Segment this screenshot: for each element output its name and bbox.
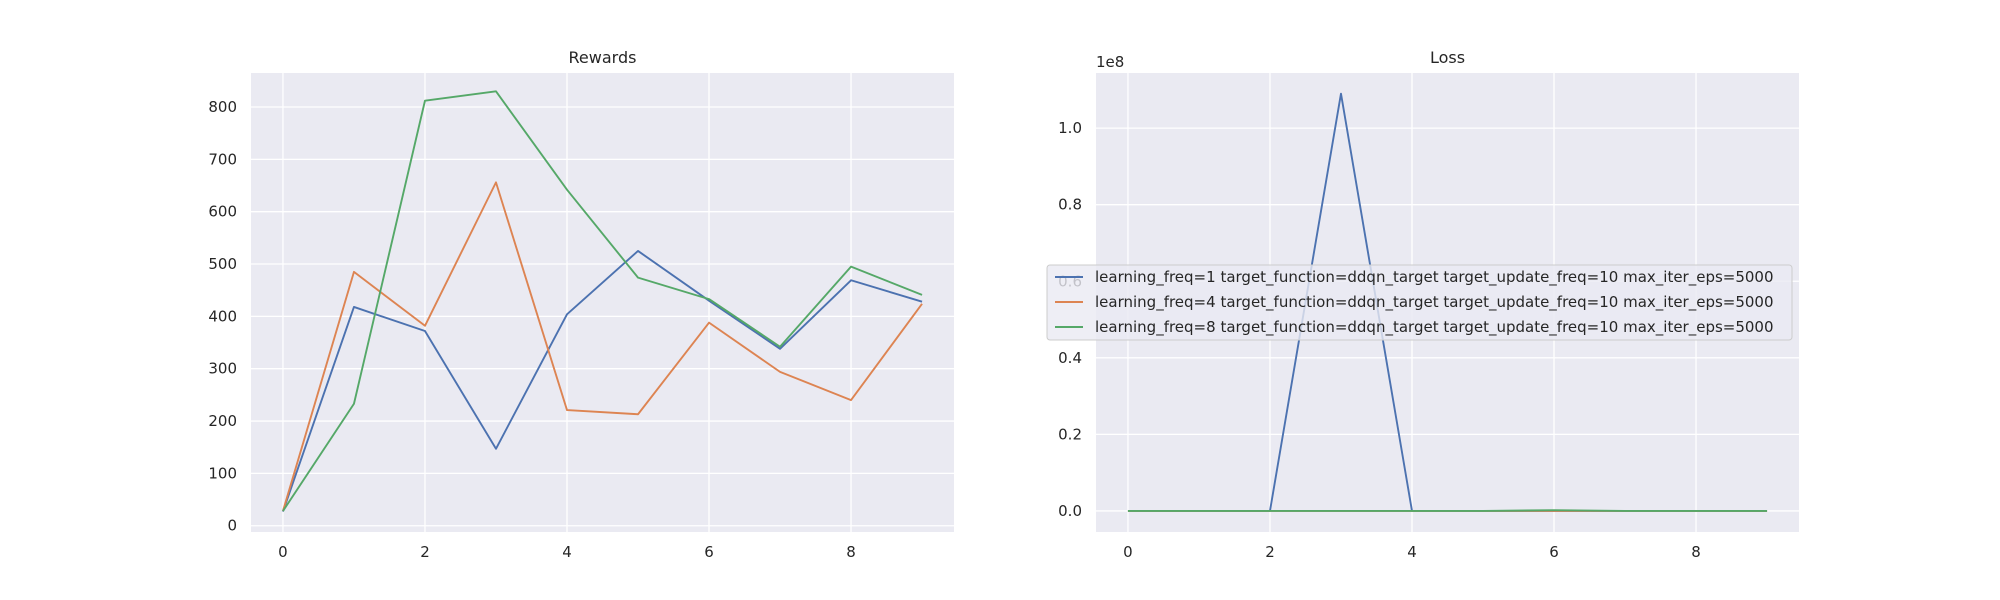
rewards-y-tick-label: 700 — [208, 150, 237, 168]
rewards-chart: 0 2 4 6 8 0 100 200 300 400 500 600 700 800 Rewards — [208, 48, 954, 561]
rewards-y-tick-label: 100 — [208, 464, 237, 482]
rewards-series — [282, 90, 923, 512]
rewards-y-tick-label: 500 — [208, 255, 237, 273]
rewards-series-line-1 — [282, 249, 923, 512]
rewards-y-tick-label: 600 — [208, 203, 237, 221]
loss-y-tick-label: 0.0 — [1058, 502, 1082, 520]
legend-label: learning_freq=4 target_function=ddqn_tar… — [1095, 293, 1774, 312]
legend-entry: learning_freq=1 target_function=ddqn_tar… — [1055, 268, 1774, 287]
loss-series — [1127, 92, 1768, 512]
loss-y-tick-label: 0.2 — [1058, 425, 1082, 443]
rewards-x-tick-label: 2 — [420, 543, 430, 561]
rewards-y-tick-label: 200 — [208, 412, 237, 430]
loss-series-line-3 — [1127, 509, 1768, 512]
loss-legend: learning_freq=1 target_function=ddqn_tar… — [1046, 264, 1793, 341]
rewards-y-tick-label: 400 — [208, 307, 237, 325]
loss-x-tick-label: 0 — [1123, 543, 1133, 561]
loss-offset-label: 1e8 — [1096, 53, 1124, 71]
loss-x-tick-label: 2 — [1265, 543, 1275, 561]
rewards-plot-area — [251, 73, 954, 532]
legend-entry: learning_freq=8 target_function=ddqn_tar… — [1055, 318, 1774, 337]
rewards-y-tick-label: 0 — [227, 517, 237, 535]
loss-y-tick-label: 0.8 — [1058, 196, 1082, 214]
loss-title: Loss — [1430, 48, 1465, 67]
legend-entry: learning_freq=4 target_function=ddqn_tar… — [1055, 293, 1774, 312]
rewards-grid — [251, 73, 954, 532]
rewards-x-tick-label: 0 — [278, 543, 288, 561]
rewards-series-line-2 — [282, 181, 923, 512]
loss-x-ticks: 0 2 4 6 8 — [1123, 543, 1701, 561]
legend-label: learning_freq=8 target_function=ddqn_tar… — [1095, 318, 1774, 337]
rewards-x-ticks: 0 2 4 6 8 — [278, 543, 856, 561]
loss-x-tick-label: 6 — [1549, 543, 1559, 561]
rewards-y-tick-label: 300 — [208, 360, 237, 378]
loss-x-tick-label: 8 — [1691, 543, 1701, 561]
rewards-series-line-3 — [282, 90, 923, 512]
rewards-y-tick-label: 800 — [208, 98, 237, 116]
loss-x-tick-label: 4 — [1407, 543, 1417, 561]
rewards-x-tick-label: 6 — [704, 543, 714, 561]
rewards-title: Rewards — [569, 48, 637, 67]
loss-y-tick-label: 1.0 — [1058, 119, 1082, 137]
loss-y-tick-label: 0.4 — [1058, 349, 1082, 367]
legend-label: learning_freq=1 target_function=ddqn_tar… — [1095, 268, 1774, 287]
rewards-x-tick-label: 4 — [562, 543, 572, 561]
rewards-x-tick-label: 8 — [846, 543, 856, 561]
legend-box — [1046, 264, 1793, 341]
rewards-y-ticks: 0 100 200 300 400 500 600 700 800 — [208, 98, 237, 535]
